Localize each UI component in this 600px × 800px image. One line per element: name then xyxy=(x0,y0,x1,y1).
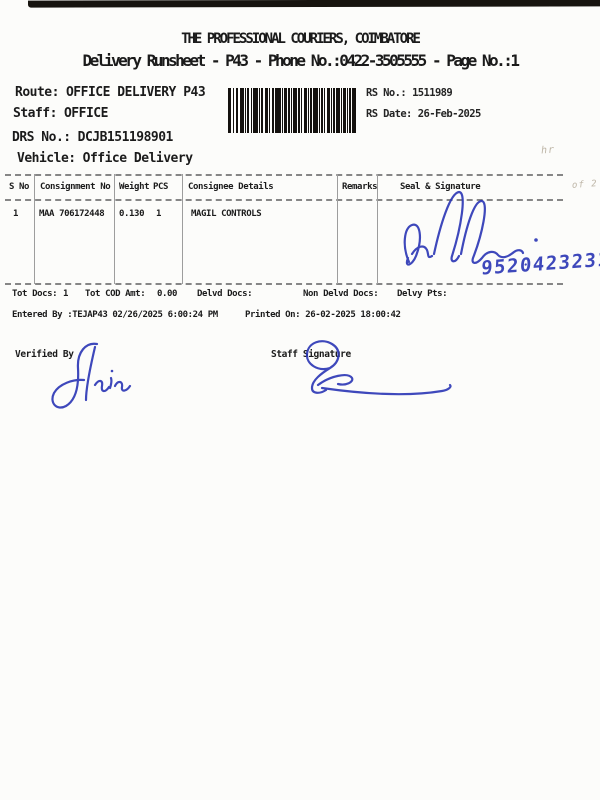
table-column-rule xyxy=(337,174,338,284)
column-header-pcs: PCS xyxy=(153,182,169,192)
table-header-rule xyxy=(5,199,563,201)
tot-cod-amt-value: 0.00 xyxy=(157,289,178,299)
vehicle-value: Office Delivery xyxy=(82,151,193,166)
printed-on-text: Printed On: 26-02-2025 18:00:42 xyxy=(245,310,401,320)
row-consignment-no: MAA 706172448 xyxy=(39,209,105,219)
company-title: THE PROFESSIONAL COURIERS, COIMBATORE xyxy=(181,31,421,47)
faint-mark-top: hr xyxy=(540,144,556,157)
column-header-weight: Weight xyxy=(119,182,150,192)
table-column-rule xyxy=(377,174,378,284)
table-column-rule xyxy=(114,174,115,284)
table-column-rule xyxy=(182,174,183,284)
route-value: OFFICE DELIVERY P43 xyxy=(65,85,206,100)
rs-no-value: 1511989 xyxy=(412,87,453,99)
tot-cod-amt-label: Tot COD Amt: xyxy=(85,289,146,299)
staff-line: Staff: OFFICE xyxy=(13,106,108,122)
column-header-consignee-details: Consignee Details xyxy=(188,182,274,192)
route-line: Route: OFFICE DELIVERY P43 xyxy=(15,85,206,101)
route-label: Route: xyxy=(15,85,59,100)
tot-docs-value: 1 xyxy=(63,289,69,299)
delvy-pts-label: Delvy Pts: xyxy=(397,289,448,299)
drs-no-label: DRS No.: xyxy=(12,130,71,145)
row-s-no: 1 xyxy=(13,209,19,219)
barcode xyxy=(228,88,356,133)
verified-by-label: Verified By xyxy=(15,349,74,360)
scan-edge-artifact-bar xyxy=(27,0,600,8)
tot-docs-label: Tot Docs: xyxy=(12,289,58,299)
row-consignee: MAGIL CONTROLS xyxy=(191,209,262,219)
row-weight: 0.130 xyxy=(119,209,145,219)
rs-no-label: RS No.: xyxy=(366,87,407,99)
seal-signature-ink xyxy=(403,190,538,266)
staff-value: OFFICE xyxy=(63,106,108,121)
drs-no-line: DRS No.: DCJB151198901 xyxy=(12,130,174,146)
column-header-consignment-no: Consignment No xyxy=(40,182,111,192)
rs-date-line: RS Date: 26-Feb-2025 xyxy=(366,108,481,120)
staff-signature-label: Staff Signature xyxy=(271,349,351,360)
rs-date-label: RS Date: xyxy=(366,108,412,120)
rs-date-value: 26-Feb-2025 xyxy=(417,108,482,120)
vehicle-label: Vehicle: xyxy=(17,151,76,166)
column-header-seal-signature: Seal & Signature xyxy=(400,182,481,192)
table-bottom-rule xyxy=(5,283,563,285)
handwritten-phone-number: 9520423231 xyxy=(480,248,600,280)
staff-label: Staff: xyxy=(13,106,57,121)
row-pcs: 1 xyxy=(156,209,162,219)
faint-mark-corner: of 2 xyxy=(571,179,599,191)
non-delvd-docs-label: Non Delvd Docs: xyxy=(303,289,379,299)
entered-by-text: Entered By :TEJAP43 02/26/2025 6:00:24 P… xyxy=(12,310,218,320)
runsheet-subtitle: Delivery Runsheet - P43 - Phone No.:0422… xyxy=(82,51,520,70)
delvd-docs-label: Delvd Docs: xyxy=(197,289,253,299)
vehicle-line: Vehicle: Office Delivery xyxy=(17,151,193,167)
table-top-rule xyxy=(5,174,563,176)
drs-no-value: DCJB151198901 xyxy=(77,130,174,145)
rs-no-line: RS No.: 1511989 xyxy=(366,87,453,99)
column-header-remarks: Remarks xyxy=(342,182,378,192)
table-column-rule xyxy=(34,174,35,284)
column-header-s-no: S No xyxy=(9,182,30,192)
